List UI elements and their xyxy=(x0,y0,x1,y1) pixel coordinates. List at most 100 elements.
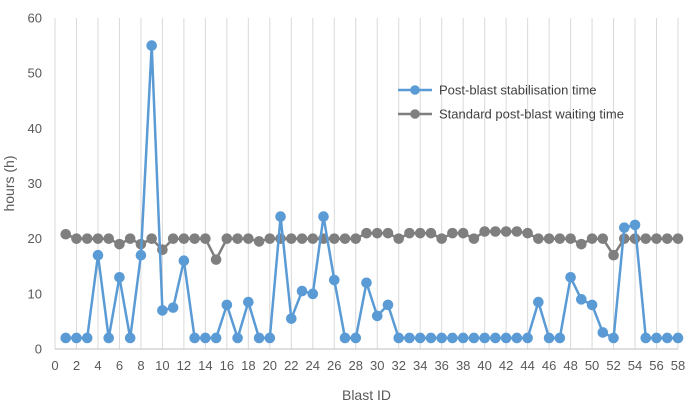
x-tick-label: 30 xyxy=(370,358,384,373)
data-point xyxy=(81,332,93,344)
x-tick-label: 28 xyxy=(349,358,363,373)
data-point xyxy=(457,332,469,344)
legend: Post-blast stabilisation time Standard po… xyxy=(398,83,624,122)
data-point xyxy=(404,332,415,344)
data-point xyxy=(243,296,254,308)
data-point xyxy=(135,249,147,261)
x-tick-label: 52 xyxy=(606,358,620,373)
data-point xyxy=(640,233,652,244)
data-point xyxy=(425,227,437,239)
data-point xyxy=(92,249,104,261)
data-point xyxy=(210,254,222,265)
data-point xyxy=(597,233,609,244)
data-point xyxy=(157,305,168,316)
x-tick-label: 58 xyxy=(671,358,685,373)
x-tick-label: 32 xyxy=(391,358,405,373)
data-point xyxy=(565,271,576,283)
data-point xyxy=(286,313,297,324)
x-tick-label: 2 xyxy=(73,358,80,373)
data-point xyxy=(618,222,630,233)
data-point xyxy=(339,233,351,244)
data-point xyxy=(243,233,254,244)
data-point xyxy=(608,249,619,261)
legend-marker xyxy=(410,109,420,119)
data-point xyxy=(103,233,115,244)
data-point xyxy=(511,226,523,237)
data-point xyxy=(264,233,276,244)
y-tick-label: 0 xyxy=(35,342,42,357)
data-point xyxy=(146,233,157,244)
data-point xyxy=(114,238,125,250)
legend-label: Post-blast stabilisation time xyxy=(439,83,597,98)
x-axis-title: Blast ID xyxy=(342,387,391,403)
data-point xyxy=(629,219,641,231)
y-tick-label: 20 xyxy=(28,231,42,246)
x-tick-label: 46 xyxy=(542,358,556,373)
data-point xyxy=(382,299,394,311)
data-point xyxy=(339,332,351,344)
data-point xyxy=(328,274,340,286)
data-point xyxy=(371,227,383,239)
data-point xyxy=(210,332,222,344)
x-tick-label: 54 xyxy=(628,358,642,373)
data-point xyxy=(597,327,609,338)
data-point xyxy=(200,332,211,344)
x-tick-label: 8 xyxy=(137,358,144,373)
x-tick-label: 48 xyxy=(563,358,577,373)
data-point xyxy=(511,332,523,344)
x-tick-label: 50 xyxy=(585,358,599,373)
data-point xyxy=(71,332,82,344)
data-point xyxy=(425,332,437,344)
x-tick-label: 18 xyxy=(241,358,255,373)
data-point xyxy=(640,332,652,344)
data-point xyxy=(533,233,544,244)
data-point xyxy=(232,332,243,344)
data-point xyxy=(232,233,243,244)
data-point xyxy=(200,233,211,244)
data-point xyxy=(414,227,426,239)
data-point xyxy=(447,227,458,239)
series-group xyxy=(60,40,684,344)
data-point xyxy=(178,233,190,244)
data-point xyxy=(307,288,319,300)
data-point xyxy=(189,332,200,344)
data-point xyxy=(490,226,501,237)
x-tick-label: 6 xyxy=(116,358,123,373)
data-point xyxy=(318,211,329,222)
data-point xyxy=(60,228,72,240)
data-point xyxy=(533,296,544,308)
data-point xyxy=(661,332,673,344)
data-point xyxy=(328,233,340,244)
data-point xyxy=(81,233,93,244)
data-point xyxy=(447,332,458,344)
data-point xyxy=(371,310,383,322)
data-point xyxy=(565,233,576,244)
series-1 xyxy=(60,226,684,265)
data-point xyxy=(651,233,662,244)
data-point xyxy=(393,332,405,344)
x-tick-label: 26 xyxy=(327,358,341,373)
y-tick-label: 50 xyxy=(28,66,42,81)
data-point xyxy=(296,285,308,297)
x-tick-label: 22 xyxy=(284,358,298,373)
data-point xyxy=(586,233,598,244)
y-axis-title: hours (h) xyxy=(1,155,17,211)
series-line xyxy=(65,44,678,340)
gridlines xyxy=(75,18,679,349)
data-point xyxy=(672,233,684,244)
data-point xyxy=(382,227,394,239)
data-point xyxy=(479,226,490,237)
x-tick-label: 16 xyxy=(220,358,234,373)
data-point xyxy=(286,233,297,244)
data-point xyxy=(124,233,136,244)
data-point xyxy=(124,332,136,344)
data-point xyxy=(436,233,447,244)
data-point xyxy=(576,238,587,250)
legend-label: Standard post-blast waiting time xyxy=(439,107,624,122)
data-point xyxy=(468,233,480,244)
x-tick-label: 40 xyxy=(477,358,491,373)
data-point xyxy=(296,233,308,244)
y-tick-label: 60 xyxy=(28,11,42,26)
data-point xyxy=(457,227,469,239)
data-point xyxy=(586,299,598,311)
